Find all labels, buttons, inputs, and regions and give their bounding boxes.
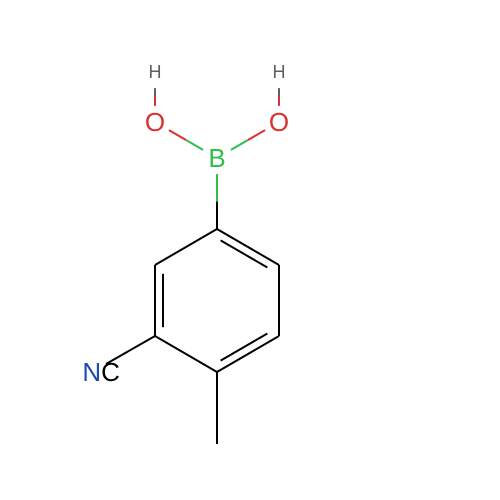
atom-label-c7: NC	[82, 357, 120, 387]
atom-label-o2: O	[269, 107, 289, 137]
bonds	[106, 88, 279, 444]
atom-label-h2: H	[273, 62, 286, 82]
atom-label-o1: O	[145, 107, 165, 137]
atom-label-b: B	[208, 143, 225, 173]
molecule-diagram: B O O H H NC	[0, 0, 500, 500]
atom-label-h1: H	[149, 62, 162, 82]
